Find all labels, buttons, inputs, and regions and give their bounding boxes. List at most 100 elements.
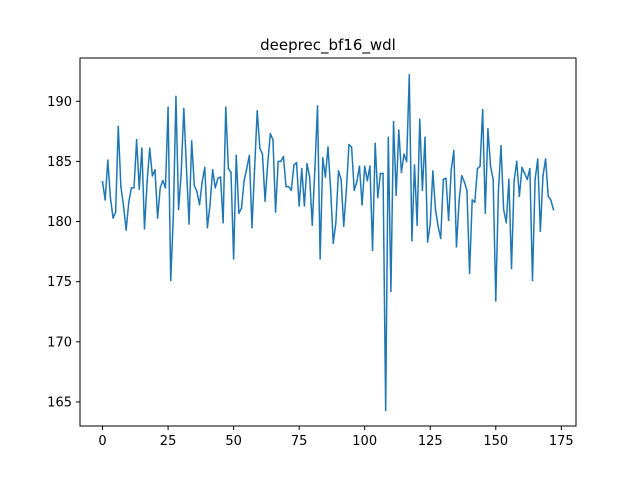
data-point: [377, 196, 379, 199]
data-point: [518, 195, 521, 198]
data-point: [122, 205, 125, 207]
data-point: [494, 300, 497, 302]
data-point: [185, 166, 188, 169]
data-point: [141, 147, 143, 149]
data-points: [101, 74, 555, 412]
data-point: [453, 149, 455, 152]
data-point: [148, 147, 151, 149]
data-point: [408, 74, 411, 76]
data-point: [455, 246, 458, 248]
data-point: [172, 215, 175, 218]
data-point: [156, 217, 159, 219]
data-point: [243, 179, 245, 182]
chart-title: deeprec_bf16_wdl: [260, 36, 396, 55]
data-point: [175, 95, 177, 98]
data-point: [324, 176, 327, 178]
data-point: [497, 190, 500, 193]
data-point: [117, 125, 120, 128]
data-point: [316, 105, 319, 107]
data-point: [445, 177, 447, 180]
data-point: [371, 249, 374, 252]
data-point: [190, 140, 193, 142]
data-point: [390, 290, 392, 293]
data-point: [222, 221, 224, 224]
data-point: [327, 146, 329, 148]
data-point: [277, 160, 279, 163]
data-point: [382, 172, 384, 175]
data-point: [214, 187, 217, 189]
data-point: [206, 226, 209, 229]
data-point: [235, 154, 238, 157]
data-point: [196, 190, 198, 193]
data-point: [300, 167, 303, 170]
data-point: [340, 178, 342, 181]
data-point: [439, 237, 442, 240]
data-point: [127, 201, 130, 204]
data-point: [526, 178, 529, 181]
data-point: [550, 199, 552, 201]
data-point: [468, 272, 471, 275]
data-point: [272, 138, 274, 141]
data-point: [450, 169, 453, 171]
data-point: [432, 170, 434, 172]
data-point: [337, 170, 340, 172]
data-point: [342, 225, 345, 228]
data-point: [101, 181, 104, 183]
data-point: [193, 184, 196, 187]
data-point: [529, 167, 531, 170]
y-tick-label: 170: [47, 335, 72, 350]
data-point: [133, 187, 135, 189]
data-point: [125, 229, 127, 231]
data-point: [502, 208, 505, 211]
data-point: [463, 181, 466, 183]
data-point: [429, 223, 432, 225]
data-point: [523, 172, 526, 175]
data-point: [264, 200, 266, 202]
data-point: [353, 189, 356, 192]
data-point: [400, 171, 403, 174]
data-point: [280, 160, 282, 163]
data-point: [489, 165, 492, 168]
data-point: [308, 176, 311, 178]
data-point: [120, 185, 122, 188]
data-point: [143, 227, 146, 230]
data-point: [476, 167, 479, 170]
data-point: [335, 221, 337, 224]
data-point: [515, 160, 518, 163]
data-point: [379, 172, 382, 175]
y-tick-label: 185: [47, 155, 72, 170]
data-point: [188, 223, 190, 225]
data-point: [474, 201, 476, 204]
data-point: [534, 178, 536, 181]
data-point: [261, 153, 264, 156]
data-point: [508, 178, 510, 181]
data-point: [303, 205, 306, 207]
data-point: [248, 154, 251, 157]
data-point: [282, 155, 285, 158]
data-point: [350, 146, 353, 148]
data-point: [447, 219, 450, 222]
data-point: [356, 181, 358, 183]
data-point: [405, 160, 408, 163]
data-point: [138, 188, 141, 190]
data-point: [319, 258, 321, 260]
data-point: [500, 144, 502, 147]
data-point: [177, 208, 180, 211]
y-tick-label: 175: [47, 275, 72, 290]
data-point: [513, 179, 515, 182]
y-axis: 165 170 175 180 185 190: [47, 95, 80, 410]
data-point: [306, 163, 308, 165]
data-point: [245, 167, 248, 170]
data-point: [167, 106, 169, 109]
data-point: [413, 164, 416, 166]
data-point: [130, 187, 133, 189]
data-point: [387, 136, 390, 139]
data-point: [426, 241, 429, 243]
data-point: [109, 196, 112, 199]
data-point: [146, 181, 148, 183]
data-point: [411, 239, 413, 242]
data-point: [547, 195, 550, 198]
data-point: [397, 129, 400, 131]
data-point: [217, 177, 219, 180]
data-point: [437, 225, 439, 228]
